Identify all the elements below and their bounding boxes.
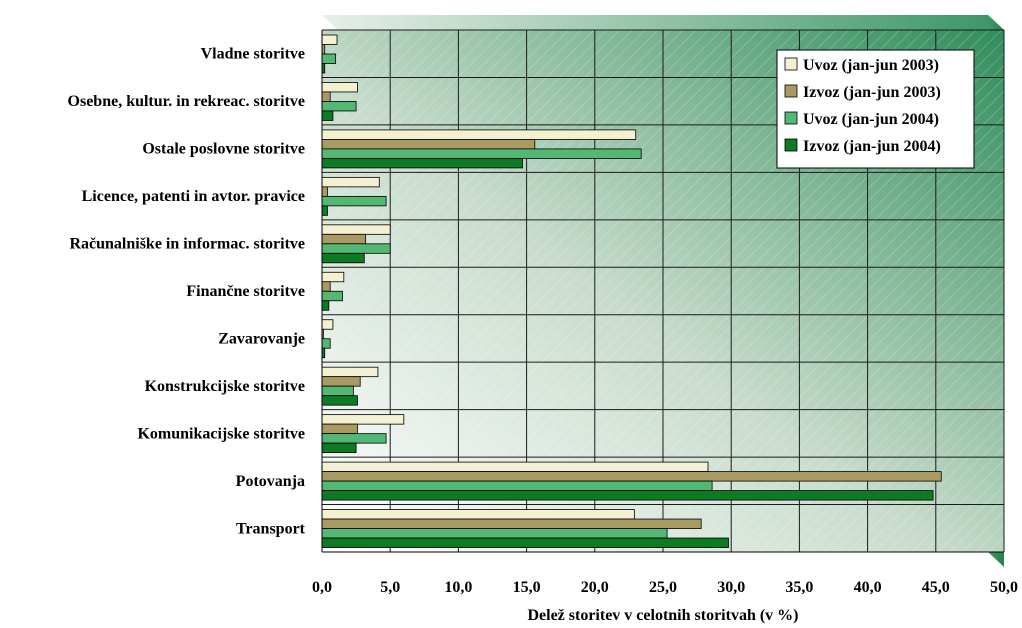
x-axis-title: Delež storitev v celotnih storitvah (v %…	[527, 607, 798, 624]
bar	[321, 82, 358, 93]
x-tick-labels: 0,0 5,0 10,0 15,0 20,0 25,0 30,0 35,0 40,0 45,0 50…	[312, 579, 1018, 596]
bar	[321, 509, 635, 520]
bar	[321, 300, 330, 311]
bar-group	[321, 414, 405, 454]
bar	[321, 471, 942, 482]
legend-swatch	[784, 84, 798, 98]
bar	[321, 252, 365, 264]
x-tick-label: 25,0	[649, 579, 677, 596]
bar	[321, 53, 337, 64]
bar	[321, 338, 331, 349]
bar	[321, 101, 357, 112]
x-tick-label: 10,0	[444, 579, 472, 596]
bar	[321, 442, 357, 454]
bar	[321, 490, 934, 501]
legend-item: Uvoz (jan-jun 2003)	[784, 57, 939, 74]
x-tick-label: 50,0	[990, 579, 1018, 596]
bar	[321, 148, 642, 159]
bar	[321, 366, 379, 378]
bar	[321, 528, 668, 539]
bar	[321, 423, 358, 435]
bar	[321, 139, 536, 150]
bar	[321, 281, 331, 292]
x-tick-label: 15,0	[513, 579, 541, 596]
bar	[321, 414, 405, 425]
bar	[321, 205, 328, 216]
x-tick-label: 20,0	[581, 579, 609, 596]
bar	[321, 243, 391, 254]
category-label: Finančne storitve	[186, 283, 305, 300]
bar	[321, 395, 358, 406]
legend-item: Uvoz (jan-jun 2004)	[784, 111, 939, 128]
bar	[321, 195, 387, 207]
bar	[321, 461, 709, 472]
bar	[321, 176, 380, 188]
bar	[321, 186, 328, 197]
legend-label: Uvoz (jan-jun 2003)	[803, 57, 939, 74]
bar	[321, 290, 343, 302]
legend-swatch	[784, 111, 798, 125]
category-label: Transport	[236, 520, 306, 537]
category-label: Konstrukcijske storitve	[145, 378, 305, 395]
bar	[321, 129, 637, 140]
x-tick-label: 5,0	[380, 579, 400, 596]
bar	[321, 91, 331, 102]
x-tick-label: 45,0	[922, 579, 950, 596]
bar	[321, 518, 702, 529]
bar	[321, 537, 729, 548]
bar	[321, 271, 345, 283]
bar	[321, 385, 354, 397]
category-label: Vladne storitve	[201, 46, 305, 63]
legend-box	[776, 49, 975, 169]
category-label: Potovanja	[236, 473, 305, 490]
category-label: Zavarovanje	[218, 330, 305, 347]
x-tick-label: 35,0	[785, 579, 813, 596]
bar	[321, 433, 387, 444]
category-label: Komunikacijske storitve	[137, 425, 305, 442]
x-tick-label: 30,0	[717, 579, 745, 596]
bar	[321, 319, 334, 330]
x-tick-label: 0,0	[312, 579, 332, 596]
category-labels: Vladne storitve Osebne, kultur. in rekrea…	[68, 46, 306, 538]
bar	[321, 110, 334, 121]
bar	[321, 224, 391, 235]
category-label: Licence, patenti in avtor. pravice	[82, 188, 305, 205]
legend-label: Izvoz (jan-jun 2003)	[803, 84, 941, 101]
plot-top-face	[322, 15, 1004, 30]
category-label: Ostale poslovne storitve	[142, 141, 305, 158]
bar	[321, 158, 523, 169]
x-tick-label: 40,0	[854, 579, 882, 596]
category-label: Računalniške in informac. storitve	[69, 236, 305, 253]
legend-item: Izvoz (jan-jun 2003)	[784, 84, 941, 101]
legend: Uvoz (jan-jun 2003) Izvoz (jan-jun 2003) U…	[776, 49, 975, 169]
category-label: Osebne, kultur. in rekreac. storitve	[68, 93, 305, 110]
legend-label: Uvoz (jan-jun 2004)	[803, 111, 939, 128]
bar	[321, 34, 338, 45]
bar	[321, 480, 713, 491]
bar	[321, 376, 361, 387]
legend-swatch	[784, 57, 798, 71]
bar	[321, 233, 367, 245]
bars	[321, 34, 942, 548]
legend-swatch	[784, 138, 798, 152]
legend-label: Izvoz (jan-jun 2004)	[803, 138, 941, 155]
legend-item: Izvoz (jan-jun 2004)	[784, 138, 941, 155]
